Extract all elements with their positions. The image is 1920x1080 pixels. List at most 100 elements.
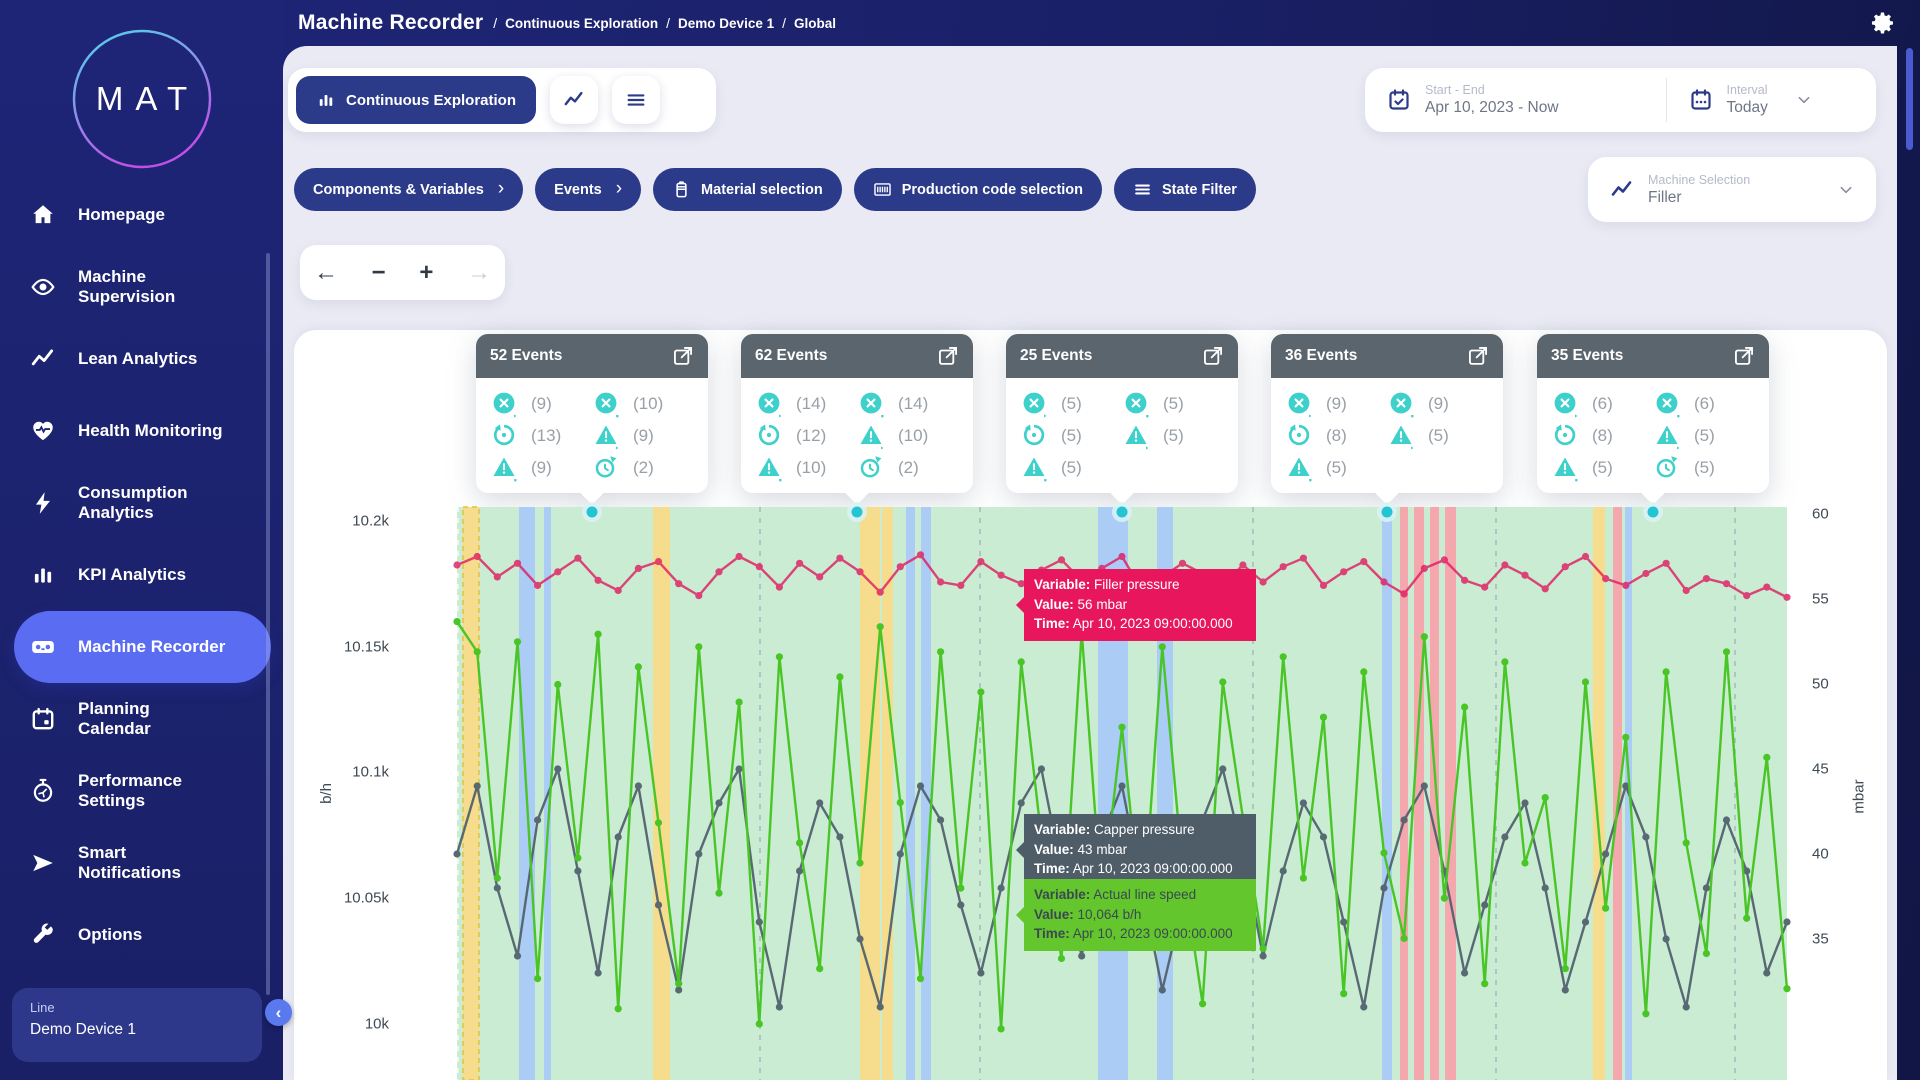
event-count: (5) (1326, 457, 1347, 477)
open-external-icon[interactable] (1733, 345, 1755, 367)
event-count: (10) (796, 457, 827, 477)
badge-square-icon (514, 478, 517, 481)
series-capper-pressure[interactable] (453, 765, 1791, 1011)
event-card-header: 36 Events (1271, 334, 1503, 378)
filter-events[interactable]: Events › (535, 168, 642, 211)
left-axis-tick: 10.2k (352, 512, 389, 530)
bars-icon (34, 568, 52, 583)
event-card-title: 25 Events (1020, 347, 1093, 364)
event-card-header: 25 Events (1006, 334, 1238, 378)
event-count: (5) (1061, 425, 1082, 445)
sidebar-item-label: Performance Settings (78, 770, 182, 810)
device-card[interactable]: Line Demo Device 1 (12, 988, 262, 1062)
event-type-count: (8) (1553, 422, 1655, 449)
event-group-markers[interactable] (582, 502, 1663, 522)
sidebar-item-smart-notifications[interactable]: Smart Notifications (0, 827, 283, 899)
sidebar-item-consumption-analytics[interactable]: Consumption Analytics (0, 467, 283, 539)
list-view-button[interactable] (612, 76, 660, 124)
filter-state-filter[interactable]: State Filter (1114, 168, 1256, 211)
sidebar-item-kpi-analytics[interactable]: KPI Analytics (0, 539, 283, 611)
forward-button[interactable]: → (467, 258, 491, 286)
event-card-title: 52 Events (490, 347, 563, 364)
badge-play-icon (779, 414, 782, 417)
badge-square-icon (1575, 478, 1578, 481)
event-card-body: (6) (8) (5) (6) (5) (5) (1537, 378, 1769, 505)
cancel-circle-icon (595, 392, 617, 413)
sidebar-item-health-monitoring[interactable]: Health Monitoring (0, 395, 283, 467)
trend-view-button[interactable] (550, 76, 598, 124)
open-external-icon[interactable] (937, 345, 959, 367)
sidebar-item-homepage[interactable]: Homepage (0, 179, 283, 251)
logo-text: MAT (95, 80, 200, 117)
sidebar-item-planning-calendar[interactable]: Planning Calendar (0, 683, 283, 755)
breadcrumb-item[interactable]: Continuous Exploration (505, 15, 659, 31)
event-type-count: (14) (859, 390, 961, 417)
tooltip-time: Time: Apr 10, 2023 09:00:00.000 (1034, 616, 1233, 632)
breadcrumb-item[interactable]: Demo Device 1 (678, 15, 775, 31)
timeseries-chart[interactable] (453, 502, 1791, 1080)
sidebar-item-lean-analytics[interactable]: Lean Analytics (0, 323, 283, 395)
event-group-card: 52 Events (9) (13) (9) (10) (9) (2) (476, 334, 708, 505)
event-type-count: (10) (859, 422, 961, 449)
event-type-count: (2) (594, 454, 696, 481)
heart-icon (33, 421, 53, 441)
app-logo: MAT (71, 28, 213, 170)
warning-triangle-icon (595, 425, 617, 444)
sidebar-item-options[interactable]: Options (0, 899, 283, 971)
event-count: (5) (1163, 393, 1184, 413)
device-card-label: Line (30, 1000, 55, 1015)
restore-icon (758, 423, 780, 445)
open-external-icon[interactable] (1467, 345, 1489, 367)
event-type-count: (5) (1022, 454, 1124, 481)
filter-production-code-selection[interactable]: Production code selection (853, 168, 1103, 211)
sidebar-item-machine-recorder[interactable]: Machine Recorder (14, 611, 271, 683)
right-axis-tick: 35 (1812, 930, 1829, 948)
event-card-header: 62 Events (741, 334, 973, 378)
badge-play-icon (1575, 414, 1578, 417)
filter-components-variables[interactable]: Components & Variables › (294, 168, 524, 211)
interval-value: Today (1726, 99, 1768, 116)
trend-icon (564, 91, 583, 106)
event-count: (8) (1326, 425, 1347, 445)
chart-navigation-bar: ← − + → (300, 245, 505, 300)
chart-panel: 52 Events (9) (13) (9) (10) (9) (2) (294, 330, 1887, 1080)
event-count: (5) (1163, 425, 1184, 445)
zoom-in-button[interactable]: + (419, 258, 434, 286)
badge-square-icon (881, 414, 884, 417)
warning-triangle-icon (1656, 425, 1678, 444)
machine-selection-dropdown[interactable]: Machine Selection Filler (1588, 157, 1876, 222)
chart-tooltip-filler-pressure: Variable: Filler pressure Value: 56 mbar… (1016, 569, 1256, 641)
start-end-picker[interactable]: Start - End Apr 10, 2023 - Now (1365, 68, 1666, 132)
stopwatch-icon (33, 778, 53, 802)
warning-triangle-icon (1023, 457, 1045, 476)
tab-continuous-exploration[interactable]: Continuous Exploration (296, 76, 536, 124)
badge-play-icon (1309, 414, 1312, 417)
page-scrollbar[interactable] (1906, 48, 1913, 150)
badge-play-icon (1146, 446, 1149, 449)
sidebar-scrollbar[interactable] (266, 253, 270, 995)
event-card-body: (9) (8) (5) (9) (5) (1271, 378, 1503, 505)
interval-picker[interactable]: Interval Today (1667, 68, 1876, 132)
event-count: (9) (531, 393, 552, 413)
sidebar-collapse-button[interactable]: ‹ (265, 999, 292, 1026)
event-group-card: 36 Events (9) (8) (5) (9) (5) (1271, 334, 1503, 505)
sidebar-item-label: Machine Supervision (78, 266, 176, 306)
event-type-count: (5) (1022, 390, 1124, 417)
breadcrumb-item[interactable]: Global (794, 15, 837, 31)
event-count: (14) (898, 393, 929, 413)
warning-triangle-icon (758, 457, 780, 476)
right-axis-tick: 45 (1812, 760, 1829, 778)
zoom-out-button[interactable]: − (371, 258, 386, 286)
sidebar-item-machine-supervision[interactable]: Machine Supervision (0, 251, 283, 323)
breadcrumb-separator: / (666, 15, 671, 31)
back-button[interactable]: ← (314, 258, 338, 286)
open-external-icon[interactable] (1202, 345, 1224, 367)
filter-label: Events (554, 181, 602, 198)
settings-gear-icon[interactable] (1870, 10, 1896, 36)
open-external-icon[interactable] (672, 345, 694, 367)
filter-material-selection[interactable]: Material selection (653, 168, 842, 211)
event-card-title: 36 Events (1285, 347, 1358, 364)
event-card-title: 35 Events (1551, 347, 1624, 364)
sidebar-item-performance-settings[interactable]: Performance Settings (0, 755, 283, 827)
event-type-count: (6) (1553, 390, 1655, 417)
